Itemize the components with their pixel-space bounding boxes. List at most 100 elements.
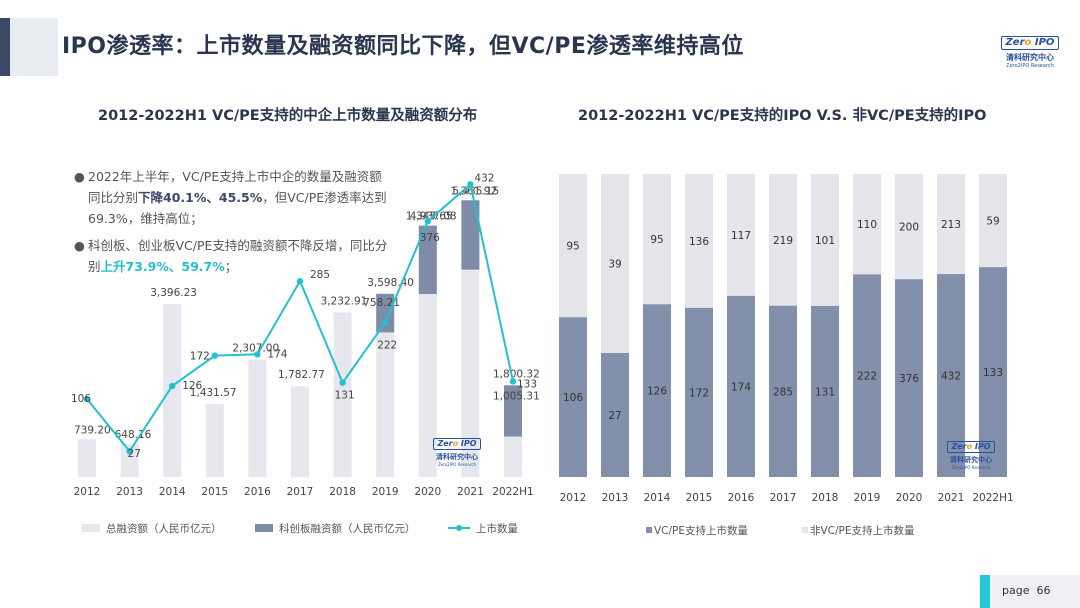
x-tick-label: 2022H1 (492, 486, 533, 498)
vcpe-bar-label: 131 (815, 386, 835, 398)
listing-count-point (467, 181, 474, 188)
non-vcpe-bar (727, 174, 755, 296)
star-board-bar (376, 293, 395, 333)
star-board-bar-label: 758.21 (363, 297, 400, 309)
non-vcpe-bar-label: 200 (899, 222, 919, 234)
listing-count-point (254, 351, 261, 358)
listing-count-point (424, 217, 431, 225)
x-tick-label: 2018 (329, 486, 356, 498)
x-tick-label: 2020 (414, 486, 441, 498)
star-board-bar (461, 200, 480, 270)
x-tick-label: 2019 (854, 492, 881, 504)
vcpe-bar-label: 106 (563, 392, 583, 404)
total-bar (205, 404, 224, 477)
listing-count-label: 133 (517, 378, 537, 390)
vcpe-bar-label: 133 (983, 367, 1003, 379)
listing-count-point (382, 319, 389, 326)
x-tick-label: 2013 (602, 492, 629, 504)
non-vcpe-bar (853, 174, 881, 275)
legend-swatch (646, 527, 652, 533)
total-bar (78, 439, 96, 477)
listing-count-point (83, 395, 91, 403)
legend-swatch (802, 527, 808, 533)
listing-count-point (169, 382, 176, 390)
vcpe-bar (727, 295, 755, 477)
star-board-bar-label: 1,343.65 (406, 211, 453, 223)
title-accent (0, 18, 58, 76)
listing-count-label: 131 (335, 390, 355, 402)
listing-count-point (509, 378, 517, 385)
non-vcpe-bar-label: 101 (815, 235, 835, 247)
listing-count-point (296, 277, 304, 285)
legend-label: 科创板融资额（人民币亿元） (279, 522, 416, 535)
left-chart-title: 2012-2022H1 VC/PE支持的中企上市数量及融资额分布 (98, 108, 478, 124)
listing-count-label: 285 (310, 269, 330, 281)
star-board-bar-label: 1,005.31 (493, 390, 540, 402)
vcpe-bar (601, 353, 629, 477)
vcpe-bar-label: 285 (773, 386, 793, 398)
x-tick-label: 2015 (686, 492, 713, 504)
x-tick-label: 2016 (244, 486, 271, 498)
non-vcpe-bar-label: 95 (650, 234, 663, 246)
vcpe-bar (769, 305, 797, 477)
vcpe-bar (643, 304, 671, 477)
vcpe-bar-label: 126 (647, 386, 667, 398)
vcpe-bar-label: 222 (857, 371, 877, 383)
left-chart-watermark-logo: Zero IPO 清科研究中心 Zero2IPO Research (430, 431, 484, 467)
right-chart: 106 95 2012 27 39 2013 126 95 2014 172 136 2015 174 1… (559, 174, 1014, 537)
non-vcpe-bar (559, 174, 587, 318)
vcpe-bar-label: 172 (689, 387, 709, 399)
right-chart-watermark-logo: Zero IPO 清科研究中心 Zero2IPO Research (944, 434, 998, 470)
x-tick-label: 2014 (644, 492, 671, 504)
total-bar (333, 312, 352, 477)
left-chart: 739.20 648.163,396.231,431.572,307.001,78… (71, 172, 540, 535)
non-vcpe-bar-label: 39 (608, 259, 621, 271)
x-tick-label: 2021 (938, 492, 965, 504)
vcpe-bar-label: 432 (941, 371, 961, 383)
non-vcpe-bar (895, 174, 923, 280)
non-vcpe-bar (643, 174, 671, 305)
vcpe-bar-label: 27 (608, 410, 621, 422)
total-bar-label: 5,435.15 (452, 185, 499, 197)
non-vcpe-bar (769, 174, 797, 306)
note-2: ● 科创板、创业板VC/PE支持的融资额不降反增，同比分别上升73.9%、59.7… (74, 238, 388, 274)
x-tick-label: 2019 (372, 486, 399, 498)
vcpe-bar (895, 279, 923, 477)
vcpe-bar (937, 274, 965, 477)
footer-accent (980, 575, 990, 608)
star-board-bar (504, 385, 522, 437)
legend-label: 总融资额（人民币亿元） (106, 522, 222, 535)
x-tick-label: 2012 (74, 486, 101, 498)
right-chart-title: 2012-2022H1 VC/PE支持的IPO V.S. 非VC/PE支持的IP… (578, 108, 987, 124)
x-tick-label: 2017 (287, 486, 314, 498)
x-tick-label: 2022H1 (972, 492, 1013, 504)
vcpe-bar-label: 174 (731, 381, 751, 393)
total-bar (291, 386, 309, 477)
footer-box (990, 575, 1080, 608)
total-bar (376, 293, 395, 477)
non-vcpe-bar-label: 95 (566, 241, 579, 253)
non-vcpe-bar-label: 59 (986, 216, 999, 228)
total-bar-label: 1,431.57 (190, 387, 237, 399)
listing-count-label: 172 (190, 351, 210, 363)
x-tick-label: 2014 (159, 486, 186, 498)
x-tick-label: 2015 (201, 486, 228, 498)
total-bar-label: 2,307.00 (232, 343, 279, 355)
vcpe-bar (853, 274, 881, 477)
non-vcpe-bar-label: 213 (941, 219, 961, 231)
x-tick-label: 2013 (116, 486, 143, 498)
page-number: page 66 (1002, 584, 1051, 597)
total-bar (120, 444, 139, 477)
total-bar-label: 739.20 (74, 424, 111, 436)
x-tick-label: 2020 (896, 492, 923, 504)
listing-count-label: 222 (377, 340, 397, 352)
listing-count-point (339, 379, 346, 386)
note-1: ● 2022年上半年，VC/PE支持上市中企的数量及融资额同比分别下降40.1%、… (74, 169, 387, 226)
total-bar (163, 304, 182, 477)
listing-count-label: 432 (474, 172, 494, 184)
star-board-bar (418, 225, 437, 295)
non-vcpe-bar-label: 219 (773, 235, 793, 247)
non-vcpe-bar (811, 174, 839, 306)
listing-count-point (211, 352, 218, 359)
legend-label: 上市数量 (476, 522, 518, 535)
